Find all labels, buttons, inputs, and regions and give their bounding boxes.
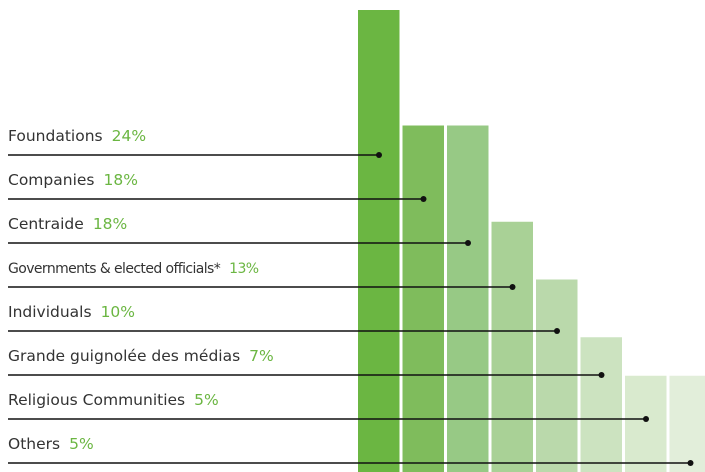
category-label: Individuals 10% [8, 303, 135, 321]
leader-dot [643, 416, 649, 422]
leader-dot [598, 372, 605, 378]
bar [536, 279, 578, 472]
value-label: 24% [112, 127, 146, 145]
bar [625, 375, 667, 472]
category-label: Others 5% [8, 435, 94, 453]
category-name: Religious Communities [8, 391, 185, 409]
bar [358, 10, 400, 472]
leader-dot [687, 460, 694, 466]
leader-dot [465, 240, 471, 246]
value-label: 5% [69, 435, 94, 453]
leader-dot [554, 328, 560, 334]
category-name: Individuals [8, 303, 92, 321]
category-name: Companies [8, 171, 94, 189]
value-label: 10% [101, 303, 135, 321]
category-name: Governments & elected officials* [8, 261, 221, 277]
value-label: 13% [229, 261, 259, 277]
category-label: Religious Communities 5% [8, 391, 219, 409]
bar [580, 337, 622, 472]
category-name: Others [8, 435, 60, 453]
bar [402, 125, 444, 472]
category-label: Centraide 18% [8, 215, 127, 233]
category-label: Governments & elected officials* 13% [8, 261, 259, 277]
category-name: Centraide [8, 215, 84, 233]
value-label: 5% [194, 391, 219, 409]
bar [491, 221, 533, 472]
value-label: 18% [103, 171, 137, 189]
category-label: Companies 18% [8, 171, 138, 189]
leader-dot [420, 196, 427, 202]
value-label: 18% [93, 215, 127, 233]
category-name: Grande guignolée des médias [8, 347, 240, 365]
bar [669, 375, 705, 472]
category-name: Foundations [8, 127, 103, 145]
leader-dot [376, 152, 382, 158]
category-label: Grande guignolée des médias 7% [8, 347, 274, 365]
leader-dot [509, 284, 516, 290]
bar [447, 125, 489, 472]
value-label: 7% [249, 347, 274, 365]
category-label: Foundations 24% [8, 127, 146, 145]
